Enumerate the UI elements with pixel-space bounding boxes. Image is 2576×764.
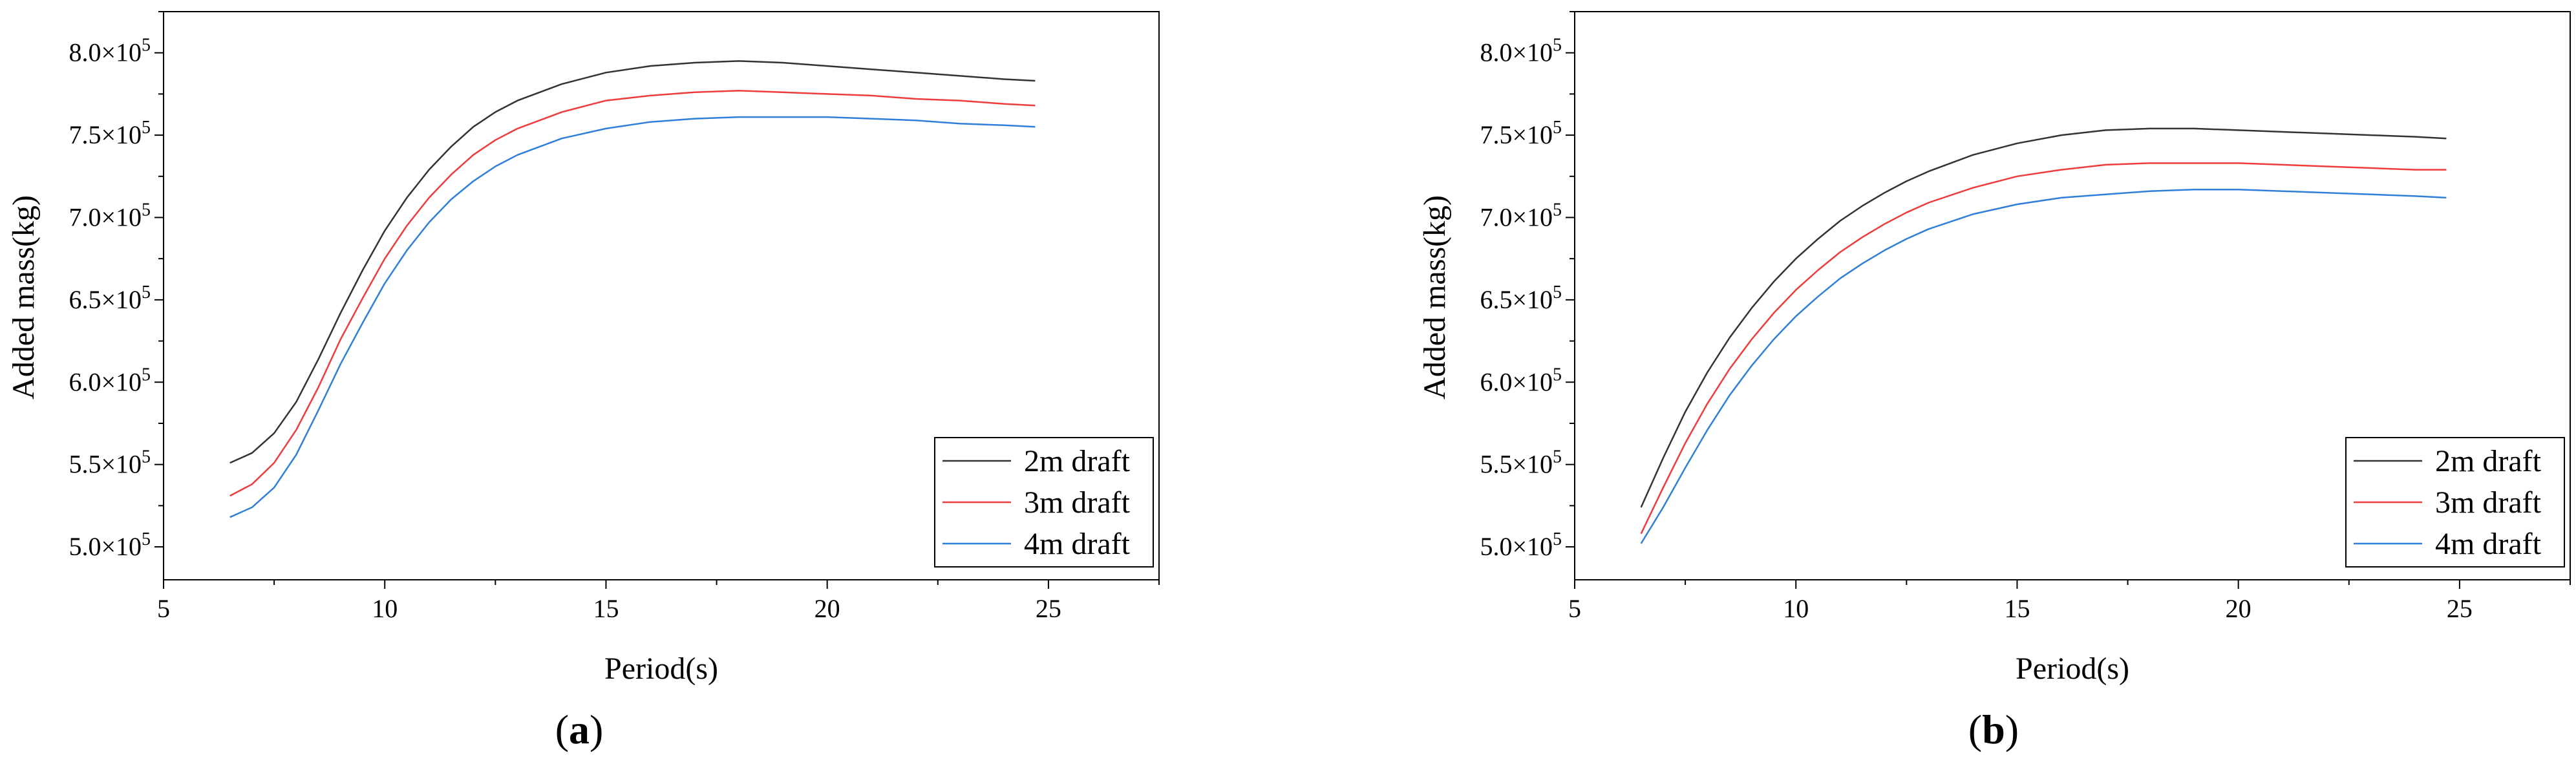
y-tick-exponent-b: 5 — [1553, 36, 1562, 56]
x-tick-label-b: 15 — [2004, 594, 2030, 623]
y-axis-title-b: Added mass(kg) — [1418, 195, 1452, 399]
y-tick-label-a: 5.0×105 — [69, 529, 151, 561]
legend-label-b-1: 2m draft — [2435, 444, 2542, 478]
x-axis-title-b: Period(s) — [2016, 652, 2129, 686]
x-tick-label-b: 5 — [1568, 594, 1581, 623]
legend-label-a-2: 3m draft — [1024, 485, 1131, 520]
x-tick-label-b: 10 — [1783, 594, 1809, 623]
series-line-b-2 — [1640, 162, 2447, 535]
x-tick-label-b: 20 — [2226, 594, 2251, 623]
y-tick-exponent-a: 5 — [142, 118, 151, 138]
panel-caption-a: (a) — [555, 706, 604, 752]
y-tick-exponent-b: 5 — [1553, 200, 1562, 220]
y-tick-label-a: 5.5×105 — [69, 447, 151, 479]
y-tick-label-b: 6.0×105 — [1480, 365, 1562, 396]
y-tick-label-b: 5.5×105 — [1480, 447, 1562, 479]
series-line-a-1 — [229, 60, 1036, 464]
axis-frame-b — [1574, 11, 2571, 580]
y-tick-exponent-a: 5 — [142, 447, 151, 467]
y-tick-exponent-a: 5 — [142, 365, 151, 385]
x-tick-label-a: 20 — [814, 594, 840, 623]
y-tick-label-a: 8.0×105 — [69, 36, 151, 67]
y-tick-exponent-b: 5 — [1553, 282, 1562, 302]
panel-a: Added mass(kg) Period(s) 5 10 15 20 25 5.0×10… — [6, 11, 1160, 752]
y-tick-label-a: 6.5×105 — [69, 282, 151, 314]
y-tick-label-b: 5.0×105 — [1480, 529, 1562, 561]
x-axis-title-a: Period(s) — [604, 652, 718, 686]
legend-label-b-2: 3m draft — [2435, 485, 2542, 520]
panel-caption-b: (b) — [1968, 706, 2019, 752]
series-line-b-1 — [1640, 127, 2447, 508]
y-tick-label-a: 6.0×105 — [69, 365, 151, 396]
series-line-b-3 — [1640, 188, 2447, 544]
legend-label-a-3: 4m draft — [1024, 527, 1131, 561]
y-tick-exponent-b: 5 — [1553, 529, 1562, 549]
plot-area-a: 5 10 15 20 25 5.0×105 5.5×105 6.0×105 6.5×105 7.0… — [69, 11, 1160, 623]
axis-frame-a — [163, 11, 1160, 580]
y-tick-label-b: 6.5×105 — [1480, 282, 1562, 314]
y-tick-exponent-a: 5 — [142, 282, 151, 302]
y-tick-label-b: 8.0×105 — [1480, 36, 1562, 67]
series-line-a-3 — [229, 116, 1036, 518]
y-tick-exponent-b: 5 — [1553, 118, 1562, 138]
y-tick-label-b: 7.0×105 — [1480, 200, 1562, 231]
y-tick-label-a: 7.5×105 — [69, 118, 151, 149]
panel-caption-a-letter: a — [569, 706, 590, 752]
series-line-a-2 — [229, 90, 1036, 497]
y-tick-exponent-a: 5 — [142, 529, 151, 549]
x-tick-label-a: 15 — [593, 594, 619, 623]
x-tick-label-b: 25 — [2447, 594, 2473, 623]
legend-label-a-1: 2m draft — [1024, 444, 1131, 478]
x-tick-label-a: 25 — [1036, 594, 1061, 623]
y-tick-exponent-a: 5 — [142, 36, 151, 56]
panel-b: Added mass(kg) Period(s) 5 10 15 20 25 5.0×10… — [1418, 11, 2571, 752]
y-tick-label-b: 7.5×105 — [1480, 118, 1562, 149]
x-tick-label-a: 10 — [372, 594, 398, 623]
y-axis-title-a: Added mass(kg) — [6, 195, 41, 399]
plot-area-b: 5 10 15 20 25 5.0×105 5.5×105 6.0×105 6.5×105 7.0… — [1480, 11, 2571, 623]
y-tick-label-a: 7.0×105 — [69, 200, 151, 231]
y-tick-exponent-b: 5 — [1553, 447, 1562, 467]
panel-caption-b-letter: b — [1982, 706, 2005, 752]
legend-label-b-3: 4m draft — [2435, 527, 2542, 561]
y-tick-exponent-a: 5 — [142, 200, 151, 220]
x-tick-label-a: 5 — [157, 594, 170, 623]
y-tick-exponent-b: 5 — [1553, 365, 1562, 385]
